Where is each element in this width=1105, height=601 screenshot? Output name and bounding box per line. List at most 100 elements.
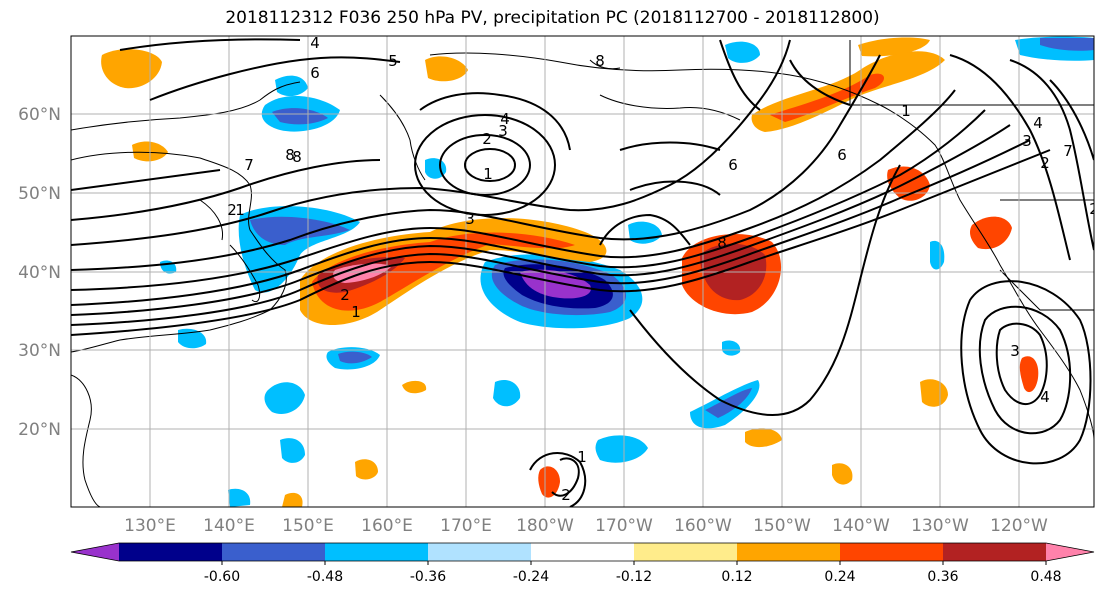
pv-contour (960, 280, 1092, 465)
colorbar-outline (70, 542, 1095, 562)
colorbar-segment (943, 543, 1047, 561)
contour-label: 2 (227, 201, 237, 219)
lon-label: 170°E (440, 516, 492, 536)
contour-label: 3 (498, 122, 508, 140)
pv-contour (71, 169, 221, 191)
positive-anomaly-area (101, 49, 162, 89)
colorbar-tick-label: 0.12 (721, 569, 752, 585)
lon-label: 150°W (753, 516, 811, 536)
contour-label: 4 (1040, 388, 1050, 406)
colorbar-segment (222, 543, 326, 561)
lat-label: 30°N (18, 341, 61, 361)
negative-anomaly-core (338, 351, 372, 364)
contour-label: 8 (292, 148, 302, 166)
positive-anomaly-area (355, 459, 378, 480)
negative-anomaly-area (228, 488, 251, 507)
contour-label: 6 (837, 146, 847, 164)
colorbar-segment (428, 543, 532, 561)
contour-label: 6 (728, 156, 738, 174)
lat-label: 60°N (18, 105, 61, 125)
pv-contour (789, 59, 851, 106)
contour-label: 1 (235, 201, 245, 219)
contour-label: 1 (483, 165, 493, 183)
positive-anomaly-area (858, 37, 930, 57)
lon-label: 180°W (516, 516, 574, 536)
contour-label: 8 (595, 52, 605, 70)
colorbar-segment (840, 543, 944, 561)
contour-label: 2 (340, 286, 350, 304)
contour-label: 1 (351, 303, 361, 321)
negative-anomaly-area (275, 75, 308, 97)
contour-label: 8 (717, 234, 727, 252)
pv-contours (71, 38, 1094, 507)
colorbar-tick-label: -0.60 (204, 569, 240, 585)
latitude-labels: 60°N 50°N 40°N 30°N 20°N (18, 105, 61, 440)
lon-label: 140°W (832, 516, 890, 536)
graticule (71, 36, 1094, 507)
lon-label: 150°E (282, 516, 334, 536)
contour-label: 2 (1040, 154, 1050, 172)
pv-contour (414, 114, 556, 216)
negative-anomaly-area (493, 379, 521, 407)
map-frame (70, 35, 1095, 508)
positive-anomaly-area (282, 492, 303, 507)
pv-contour (71, 124, 1011, 316)
negative-anomaly-area (725, 41, 760, 63)
contour-label: 6 (310, 64, 320, 82)
pv-contour (619, 141, 721, 151)
positive-anomaly-mid (770, 73, 885, 122)
colorbar-tick-label: 0.48 (1030, 569, 1061, 585)
colorbar-tick-label: -0.24 (513, 569, 549, 585)
contour-label: 2 (561, 486, 571, 504)
negative-anomaly-core (250, 216, 350, 245)
pv-contour (978, 305, 1072, 435)
pv-contour (71, 149, 1051, 336)
contour-label: 2 (1089, 200, 1099, 218)
positive-anomaly-area (745, 428, 782, 448)
colorbar-tick-label: -0.36 (410, 569, 446, 585)
colorbar-tick-label: -0.12 (616, 569, 652, 585)
map-title: 2018112312 F036 250 hPa PV, precipitatio… (225, 8, 880, 28)
pv-contour (995, 322, 1048, 405)
lon-label: 160°E (361, 516, 413, 536)
contour-label: 5 (388, 52, 398, 70)
lon-label: 160°W (674, 516, 732, 536)
colorbar-segment (119, 543, 223, 561)
pv-contour (529, 451, 587, 507)
colorbar-segment (531, 543, 635, 561)
pv-contour (419, 92, 571, 151)
pv-contour (599, 213, 691, 246)
colorbar-extend-max (1046, 543, 1094, 561)
colorbar-segment (325, 543, 429, 561)
contour-label: 1 (577, 448, 587, 466)
pv-contour (719, 39, 761, 111)
lon-label: 120°W (990, 516, 1048, 536)
contour-label: 8 (285, 146, 295, 164)
pv-contour (71, 139, 1031, 326)
negative-anomaly-area (280, 438, 305, 463)
colorbar-segment (737, 543, 841, 561)
colorbar-tick-label: 0.36 (927, 569, 958, 585)
positive-anomaly-area (920, 379, 948, 407)
contour-label: 3 (465, 210, 475, 228)
pv-contour (119, 38, 301, 51)
negative-anomaly-area (722, 340, 741, 356)
negative-anomaly-area (930, 240, 945, 270)
negative-anomaly-area (264, 382, 305, 415)
pv-contour (71, 109, 986, 306)
positive-anomaly-area (538, 466, 560, 498)
colorbar-tick-label: -0.48 (307, 569, 343, 585)
negative-anomaly-core (1040, 38, 1094, 51)
positive-anomaly-area (832, 463, 853, 485)
pv-contour (439, 134, 531, 196)
contour-label: 2 (482, 130, 492, 148)
pv-contour (149, 56, 401, 101)
pv-contour (71, 54, 881, 271)
pv-contour (551, 457, 580, 497)
lat-label: 40°N (18, 263, 61, 283)
longitude-labels: 130°E 140°E 150°E 160°E 170°E 180°W 170°… (124, 516, 1048, 536)
colorbar-tick-label: 0.24 (824, 569, 855, 585)
pv-contour (71, 159, 381, 221)
